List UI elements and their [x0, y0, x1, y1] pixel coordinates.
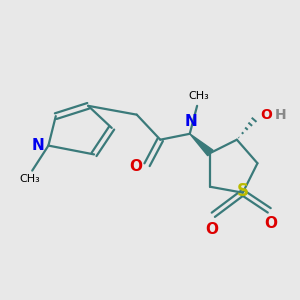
Text: O: O	[130, 159, 142, 174]
Text: H: H	[275, 108, 287, 122]
Text: N: N	[31, 138, 44, 153]
Text: O: O	[205, 222, 218, 237]
Text: O: O	[264, 216, 277, 231]
Text: S: S	[237, 182, 249, 200]
Text: CH₃: CH₃	[188, 92, 209, 101]
Text: CH₃: CH₃	[19, 174, 40, 184]
Text: N: N	[185, 114, 198, 129]
Text: O: O	[260, 108, 272, 122]
Polygon shape	[190, 134, 213, 156]
